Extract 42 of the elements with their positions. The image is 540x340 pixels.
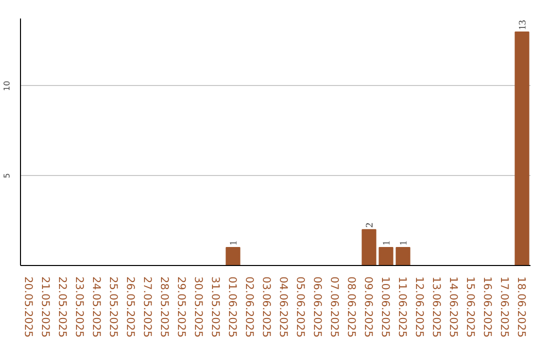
x-tick-label: 11.06.2025 — [396, 276, 409, 338]
x-tick-label: 02.06.2025 — [243, 276, 256, 338]
data-label: 2 — [364, 222, 376, 228]
x-tick-label: 04.06.2025 — [277, 276, 290, 338]
x-tick-label: 09.06.2025 — [362, 276, 375, 338]
x-tick-label: 16.06.2025 — [481, 276, 494, 338]
bar — [362, 229, 376, 266]
data-label: 1 — [382, 240, 392, 246]
x-tick-label: 14.06.2025 — [447, 276, 460, 338]
x-tick-label: 27.05.2025 — [141, 276, 154, 338]
x-tick-label: 26.05.2025 — [124, 276, 137, 338]
data-label: 13 — [518, 20, 528, 30]
x-tick-label: 23.05.2025 — [73, 276, 86, 338]
bar — [396, 247, 410, 266]
x-tick-label: 08.06.2025 — [345, 276, 358, 338]
x-tick-label: 15.06.2025 — [464, 276, 477, 338]
data-label: 1 — [398, 240, 410, 246]
x-tick-label: 28.05.2025 — [158, 276, 171, 338]
x-tick-label: 12.06.2025 — [413, 276, 426, 338]
x-tick-label: 13.06.2025 — [430, 276, 443, 338]
y-tick-label: 10 — [2, 80, 12, 91]
x-tick-label: 24.05.2025 — [90, 276, 103, 338]
x-tick-label: 10.06.2025 — [379, 276, 392, 338]
x-tick-label: 29.05.2025 — [175, 276, 188, 338]
x-tick-label: 25.05.2025 — [107, 276, 120, 338]
x-tick-label: 05.06.2025 — [294, 276, 307, 338]
x-tick-label: 31.05.2025 — [209, 276, 222, 338]
x-tick-label: 06.06.2025 — [311, 276, 324, 338]
x-tick-label: 07.06.2025 — [328, 276, 341, 338]
data-label: 1 — [228, 240, 240, 246]
bar — [378, 247, 394, 266]
x-tick-label: 03.06.2025 — [260, 276, 273, 338]
x-tick-label: 21.05.2025 — [39, 276, 52, 338]
x-tick-label: 17.06.2025 — [498, 276, 511, 338]
bar — [514, 31, 530, 266]
x-tick-label: 01.06.2025 — [226, 276, 239, 338]
bar — [226, 247, 240, 266]
x-tick-label: 20.05.2025 — [22, 276, 35, 338]
x-tick-label: 30.05.2025 — [192, 276, 205, 338]
x-tick-label: 18.06.2025 — [515, 276, 528, 338]
x-tick-label: 22.05.2025 — [56, 276, 69, 338]
y-tick-label: 5 — [2, 173, 12, 178]
